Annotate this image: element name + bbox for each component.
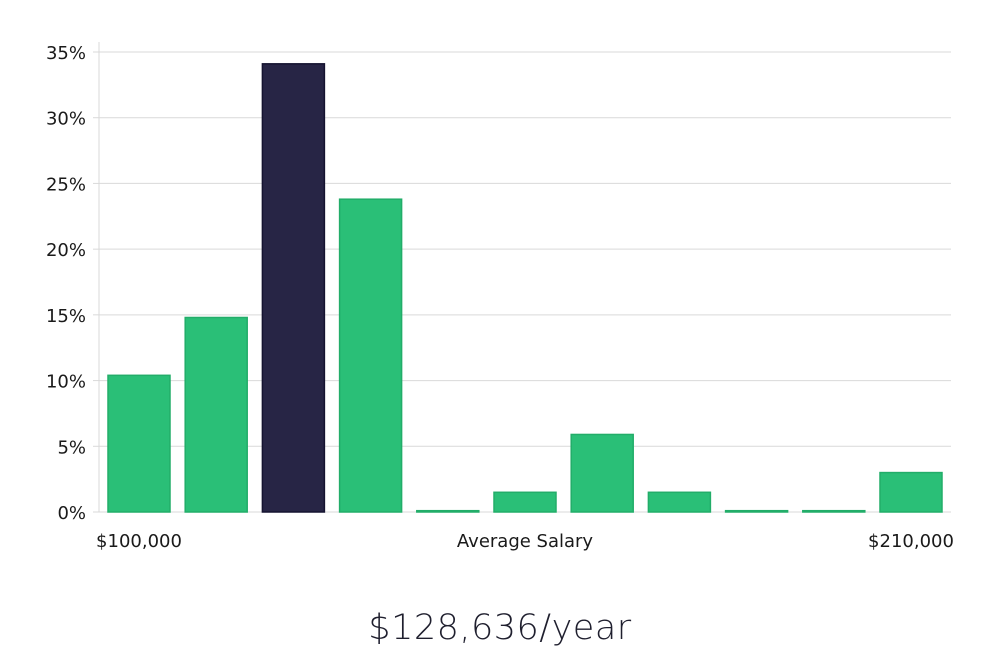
- y-tick-label: 15%: [46, 306, 86, 327]
- y-tick-label: 5%: [57, 437, 86, 458]
- y-axis-ticks: 0% 5% 10% 15% 20% 25% 30% 35%: [46, 43, 99, 524]
- y-tick-label: 20%: [46, 240, 86, 261]
- y-tick-label: 25%: [46, 174, 86, 195]
- y-tick-label: 10%: [46, 372, 86, 393]
- salary-histogram: 0% 5% 10% 15% 20% 25% 30% 35% $100,000 Average …: [46, 42, 954, 552]
- bars: [107, 63, 943, 513]
- bar-10: [802, 509, 866, 513]
- bar-highlighted-3: [261, 63, 326, 513]
- y-tick-label: 0%: [57, 503, 86, 524]
- x-min-label: $100,000: [96, 531, 182, 552]
- x-max-label: $210,000: [868, 531, 954, 552]
- average-salary-caption: $128,636/year: [368, 608, 632, 648]
- bar-5: [416, 509, 480, 513]
- bar-2: [184, 316, 248, 513]
- x-axis-label: Average Salary: [457, 531, 594, 552]
- y-tick-label: 30%: [46, 109, 86, 130]
- bar-7: [570, 433, 634, 513]
- bar-4: [338, 198, 403, 513]
- bar-6: [493, 491, 557, 513]
- bar-8: [647, 491, 712, 513]
- bar-9: [724, 509, 789, 513]
- y-tick-label: 35%: [46, 43, 86, 64]
- bar-11: [879, 471, 943, 513]
- bar-1: [107, 374, 171, 513]
